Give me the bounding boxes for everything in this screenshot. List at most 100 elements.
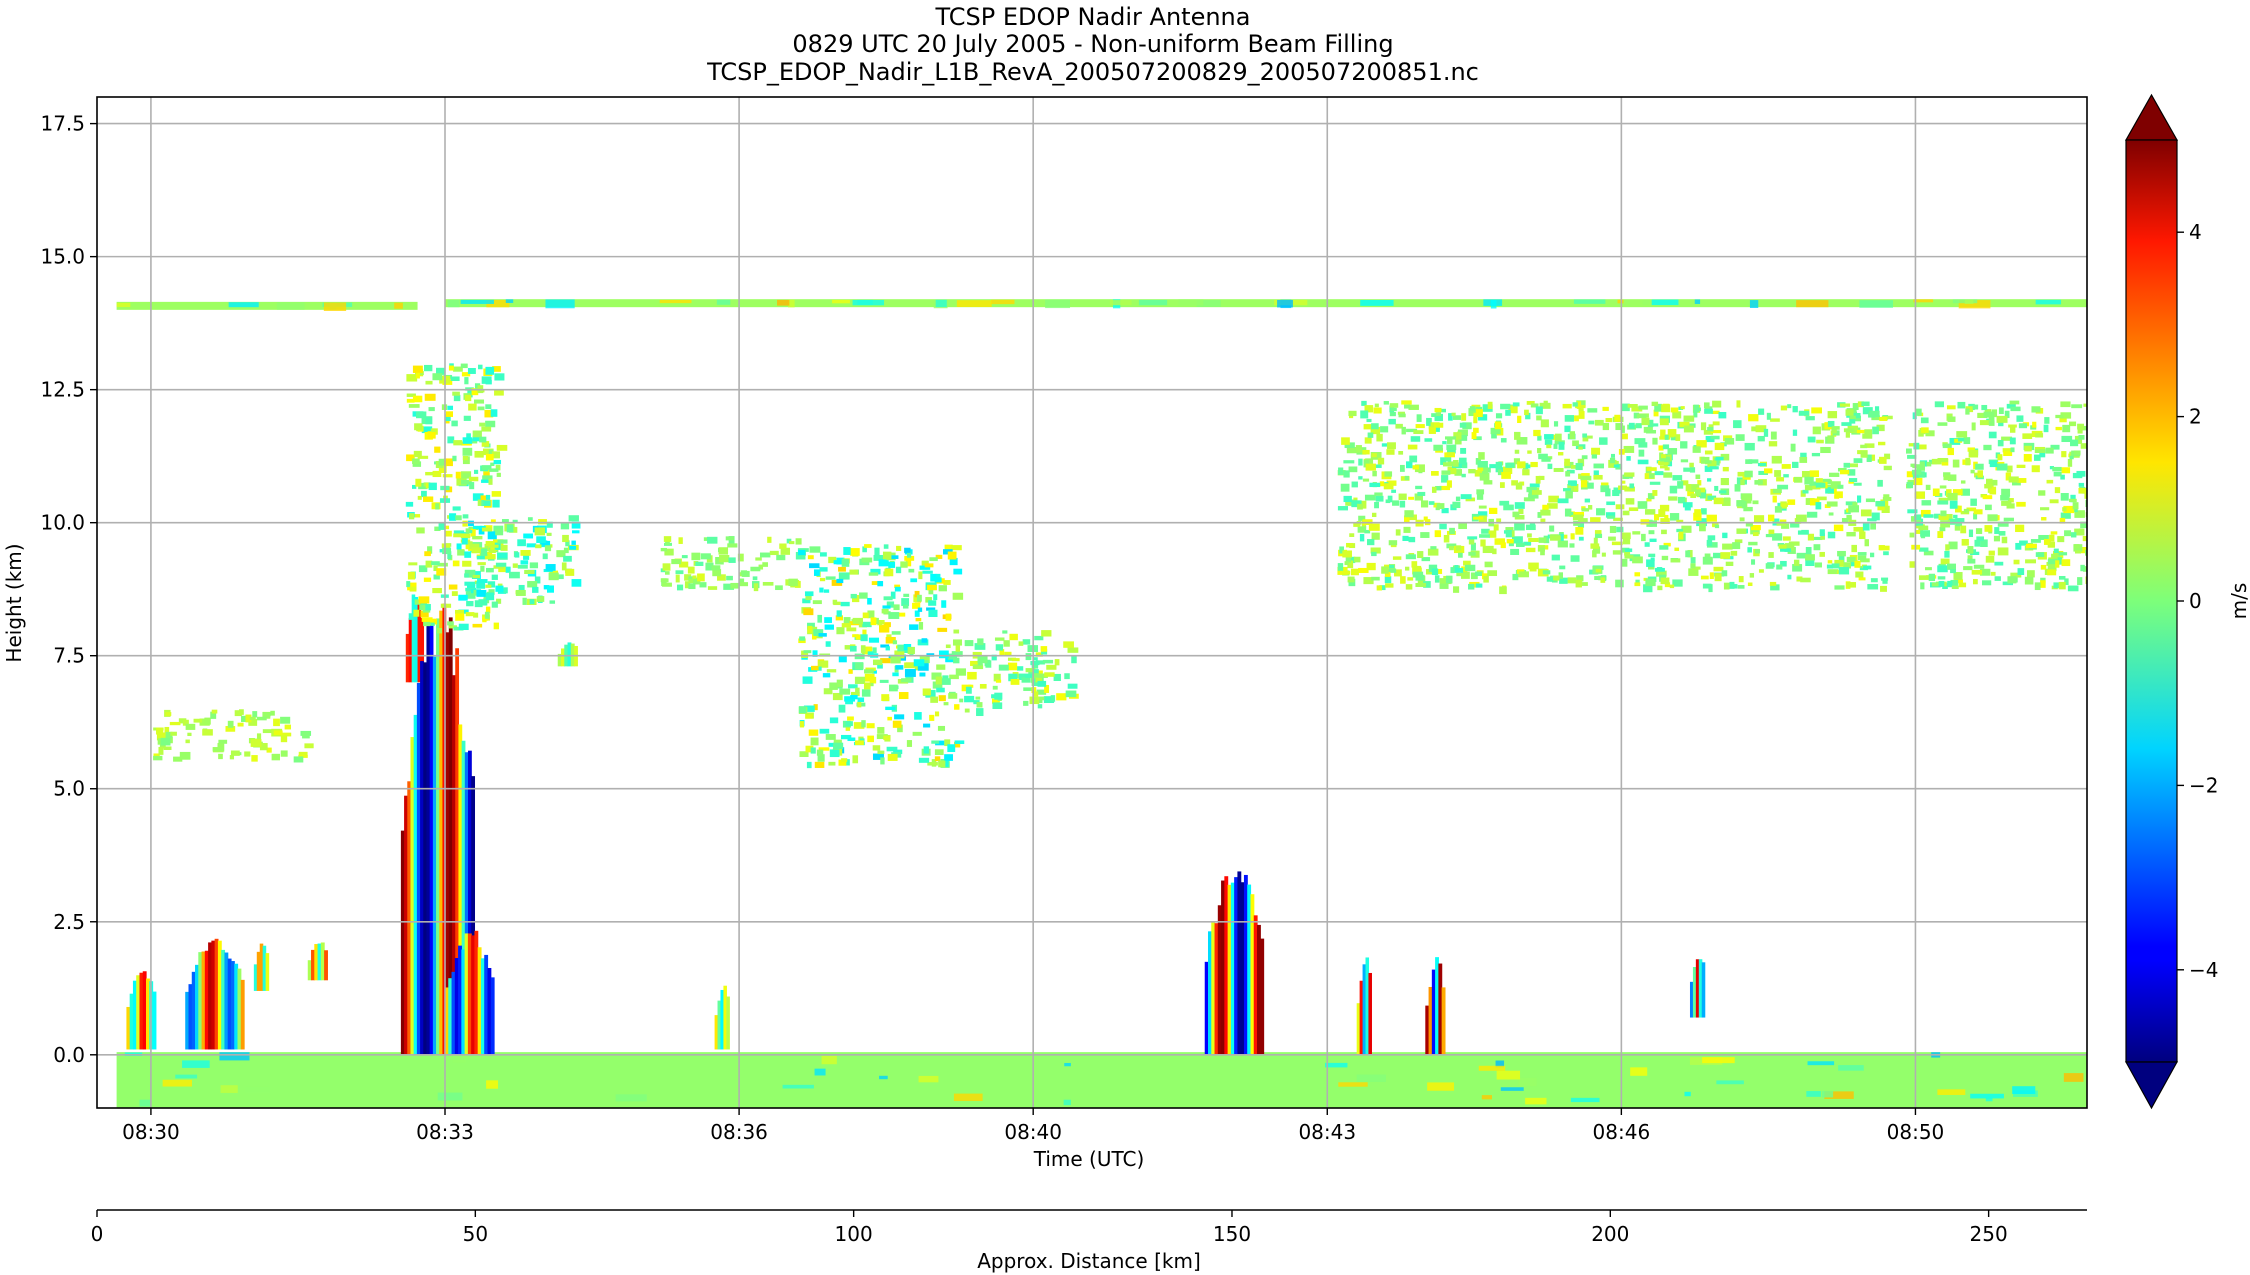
echo-band-speckle <box>219 1052 250 1061</box>
echo-cloud-pixel <box>839 688 851 695</box>
echo-cloud-pixel <box>506 524 514 533</box>
echo-cloud-pixel <box>1641 533 1646 542</box>
echo-cloud-pixel <box>1641 417 1650 426</box>
echo-cloud-pixel <box>1366 562 1376 571</box>
echo-cloud-pixel <box>481 479 491 483</box>
echo-cloud-pixel <box>1450 567 1455 574</box>
echo-cloud-pixel <box>1710 430 1722 434</box>
echo-cloud-pixel <box>861 720 866 728</box>
echo-cloud-pixel <box>410 514 421 518</box>
echo-cloud-pixel <box>931 740 940 744</box>
echo-cloud-pixel <box>1627 403 1638 408</box>
echo-cloud-pixel <box>1923 514 1934 518</box>
echo-cloud-pixel <box>1558 452 1564 456</box>
echo-cloud-pixel <box>1869 410 1880 418</box>
echo-cloud-pixel <box>844 759 850 766</box>
echo-cloud-pixel <box>941 600 947 608</box>
echo-cloud-pixel <box>1548 495 1559 503</box>
echo-cell-column <box>201 951 206 1050</box>
echo-cloud-pixel <box>1703 429 1714 435</box>
echo-cloud-pixel <box>412 365 423 373</box>
echo-cloud-pixel <box>1025 668 1036 673</box>
echo-cloud-pixel <box>2049 499 2059 504</box>
echo-cloud-pixel <box>1972 578 1978 585</box>
echo-cloud-pixel <box>832 692 843 701</box>
echo-cloud-pixel <box>959 698 964 703</box>
echo-cloud-pixel <box>1631 406 1643 412</box>
echo-cell-column <box>452 675 456 1055</box>
echo-cloud-pixel <box>897 612 906 617</box>
echo-cloud-pixel <box>488 549 496 554</box>
echo-cloud-pixel <box>974 643 986 650</box>
echo-cloud-pixel <box>492 499 500 508</box>
echo-cloud-pixel <box>689 578 694 584</box>
echo-cloud-pixel <box>1030 660 1040 666</box>
echo-cloud-pixel <box>1877 505 1885 511</box>
echo-cloud-pixel <box>1937 422 1948 426</box>
echo-cloud-pixel <box>543 585 550 590</box>
echo-cloud-pixel <box>1846 582 1857 588</box>
echo-cloud-pixel <box>1601 552 1606 557</box>
echo-cloud-pixel <box>1344 561 1349 566</box>
echo-cloud-pixel <box>1037 696 1045 701</box>
echo-cloud-pixel <box>1345 500 1350 506</box>
echo-cloud-pixel <box>572 530 580 534</box>
echo-band-speckle <box>1427 1082 1455 1091</box>
echo-cloud-pixel <box>813 629 824 636</box>
echo-cell-column <box>468 750 472 1055</box>
echo-cloud-pixel <box>538 519 547 525</box>
echo-cloud-pixel <box>985 660 992 668</box>
echo-cloud-pixel <box>697 573 705 582</box>
echo-cloud-pixel <box>1446 543 1457 549</box>
echo-cloud-pixel <box>1041 630 1052 637</box>
echo-cell-column <box>1695 959 1700 1018</box>
echo-cloud-pixel <box>1841 518 1849 524</box>
echo-cloud-pixel <box>886 746 898 752</box>
echo-cloud-pixel <box>1611 541 1623 546</box>
echo-cloud-pixel <box>1809 470 1820 478</box>
echo-cloud-pixel <box>1439 578 1447 587</box>
chart-title-line-3: TCSP_EDOP_Nadir_L1B_RevA_200507200829_20… <box>706 58 1479 86</box>
echo-cloud-pixel <box>412 484 417 489</box>
echo-cloud-pixel <box>557 574 564 580</box>
echo-cloud-pixel <box>1009 633 1018 641</box>
echo-cloud-pixel <box>494 390 504 396</box>
echo-cloud-pixel <box>210 711 217 719</box>
echo-cloud-pixel <box>1405 584 1413 590</box>
echo-cloud-pixel <box>993 673 1001 682</box>
echo-cloud-pixel <box>684 581 691 589</box>
echo-cloud-pixel <box>918 757 930 763</box>
echo-cloud-pixel <box>2049 466 2054 470</box>
echo-cloud-pixel <box>1704 553 1711 559</box>
echo-cloud-pixel <box>803 705 815 712</box>
echo-cloud-pixel <box>2059 417 2067 423</box>
echo-cloud-pixel <box>453 366 463 372</box>
echo-cloud-pixel <box>456 543 462 550</box>
echo-cloud-pixel <box>534 576 541 584</box>
echo-cloud-pixel <box>406 393 416 397</box>
echo-cell-column <box>423 662 428 1055</box>
echo-cloud-pixel <box>1796 576 1803 582</box>
echo-cloud-pixel <box>1862 407 1873 415</box>
echo-cloud-pixel <box>1411 561 1418 568</box>
echo-cloud-pixel <box>1954 579 1964 584</box>
echo-cloud-pixel <box>1468 583 1475 590</box>
echo-cloud-pixel <box>1351 481 1358 488</box>
echo-cloud-pixel <box>1983 444 1992 451</box>
echo-cloud-pixel <box>1864 429 1873 438</box>
x-axis-label: Time (UTC) <box>1033 1147 1145 1171</box>
echo-band-speckle <box>1064 1062 1071 1067</box>
echo-cloud-pixel <box>2018 423 2028 429</box>
echo-cell-column <box>717 1000 722 1050</box>
echo-cloud-pixel <box>2053 471 2062 477</box>
echo-cloud-pixel <box>1937 565 1948 573</box>
echo-cloud-pixel <box>1364 494 1376 501</box>
echo-cell-column <box>436 618 440 1055</box>
echo-cloud-pixel <box>2046 479 2054 484</box>
echo-cloud-pixel <box>809 546 821 553</box>
echo-cloud-pixel <box>2074 550 2081 554</box>
echo-cloud-pixel <box>1505 527 1514 532</box>
echo-cloud-pixel <box>2024 576 2034 585</box>
echo-cloud-pixel <box>862 621 872 628</box>
echo-band-speckle <box>1702 1057 1735 1064</box>
